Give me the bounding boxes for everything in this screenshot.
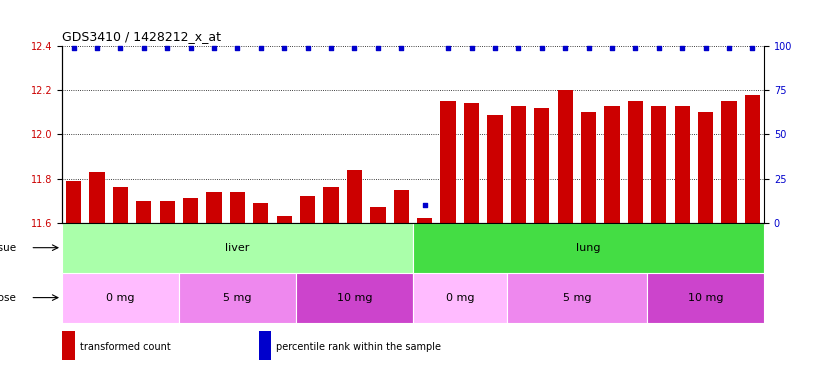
Bar	[296, 273, 413, 323]
Bar	[647, 273, 764, 323]
Point	[137, 45, 150, 51]
Bar	[66, 181, 81, 223]
Bar	[159, 200, 175, 223]
Bar	[534, 108, 549, 223]
Bar	[183, 199, 198, 223]
Text: transformed count: transformed count	[79, 342, 170, 352]
Text: 5 mg: 5 mg	[223, 293, 252, 303]
Bar	[62, 223, 413, 273]
Point	[699, 45, 712, 51]
Bar	[413, 273, 506, 323]
Text: 0 mg: 0 mg	[445, 293, 474, 303]
Bar	[259, 331, 271, 360]
Bar	[254, 203, 268, 223]
Point	[418, 202, 431, 208]
Point	[722, 45, 735, 51]
Point	[67, 45, 80, 51]
Point	[629, 45, 642, 51]
Text: 5 mg: 5 mg	[563, 293, 591, 303]
Bar	[324, 187, 339, 223]
Point	[207, 45, 221, 51]
Point	[254, 45, 268, 51]
Point	[441, 45, 454, 51]
Bar	[487, 114, 502, 223]
Point	[558, 45, 572, 51]
Point	[395, 45, 408, 51]
Bar	[510, 106, 526, 223]
Point	[465, 45, 478, 51]
Bar	[62, 331, 74, 360]
Point	[372, 45, 385, 51]
Text: 10 mg: 10 mg	[337, 293, 373, 303]
Bar	[558, 90, 572, 223]
Point	[90, 45, 104, 51]
Bar	[698, 112, 713, 223]
Bar	[370, 207, 386, 223]
Bar	[721, 101, 737, 223]
Bar	[300, 196, 316, 223]
Point	[114, 45, 127, 51]
Point	[278, 45, 291, 51]
Bar	[89, 172, 105, 223]
Point	[488, 45, 501, 51]
Text: percentile rank within the sample: percentile rank within the sample	[276, 342, 441, 352]
Point	[325, 45, 338, 51]
Text: 10 mg: 10 mg	[688, 293, 724, 303]
Bar	[581, 112, 596, 223]
Bar	[136, 200, 151, 223]
Bar	[651, 106, 667, 223]
Text: lung: lung	[577, 243, 601, 253]
Bar	[413, 223, 764, 273]
Bar	[277, 216, 292, 223]
Point	[605, 45, 619, 51]
Bar	[417, 218, 432, 223]
Point	[746, 45, 759, 51]
Text: liver: liver	[225, 243, 249, 253]
Text: dose: dose	[0, 293, 17, 303]
Point	[348, 45, 361, 51]
Point	[230, 45, 244, 51]
Text: GDS3410 / 1428212_x_at: GDS3410 / 1428212_x_at	[62, 30, 221, 43]
Point	[511, 45, 525, 51]
Bar	[506, 273, 647, 323]
Bar	[394, 190, 409, 223]
Bar	[440, 101, 456, 223]
Text: tissue: tissue	[0, 243, 17, 253]
Point	[582, 45, 595, 51]
Text: 0 mg: 0 mg	[107, 293, 135, 303]
Point	[184, 45, 197, 51]
Bar	[347, 170, 362, 223]
Point	[676, 45, 689, 51]
Bar	[675, 106, 690, 223]
Bar	[62, 273, 179, 323]
Bar	[628, 101, 643, 223]
Bar	[464, 103, 479, 223]
Point	[160, 45, 173, 51]
Bar	[230, 192, 245, 223]
Bar	[113, 187, 128, 223]
Bar	[745, 94, 760, 223]
Bar	[206, 192, 221, 223]
Point	[301, 45, 314, 51]
Point	[535, 45, 548, 51]
Bar	[179, 273, 296, 323]
Bar	[605, 106, 620, 223]
Point	[652, 45, 665, 51]
